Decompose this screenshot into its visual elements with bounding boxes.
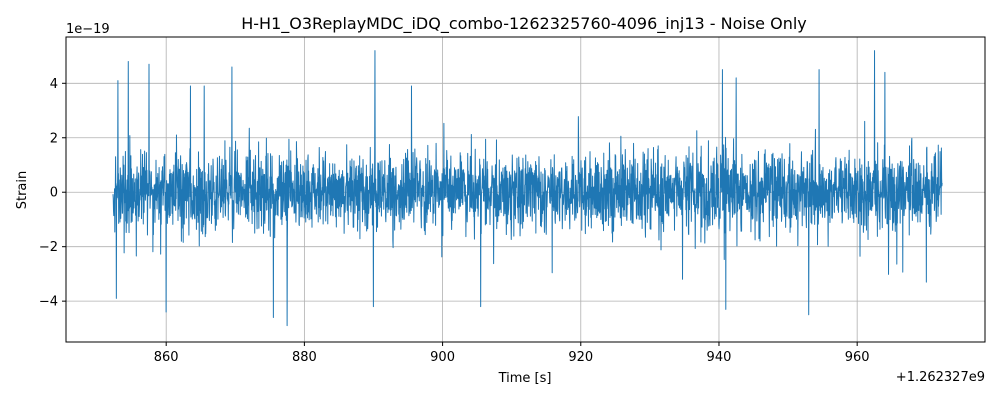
chart-title: H-H1_O3ReplayMDC_iDQ_combo-1262325760-40… <box>241 14 807 34</box>
x-axis: 860 880 900 920 940 960 <box>154 342 870 365</box>
x-tick-label: 860 <box>154 350 179 365</box>
y-tick-label: 2 <box>50 131 58 146</box>
y-tick-label: −2 <box>39 240 58 255</box>
x-offset-label: +1.262327e9 <box>896 370 985 385</box>
x-tick-label: 920 <box>568 350 593 365</box>
x-tick-label: 900 <box>430 350 455 365</box>
x-tick-label: 960 <box>845 350 870 365</box>
y-axis: −4 −2 0 2 4 <box>39 77 66 310</box>
y-axis-label: Strain <box>15 171 30 210</box>
axes-frame <box>65 36 986 343</box>
x-tick-label: 880 <box>292 350 317 365</box>
y-tick-label: 4 <box>50 77 58 92</box>
y-scale-label: 1e−19 <box>66 22 110 37</box>
plot-area <box>112 50 943 327</box>
x-axis-label: Time [s] <box>498 371 552 386</box>
y-tick-label: 0 <box>50 186 58 201</box>
strain-line <box>112 50 943 327</box>
series-strain <box>112 50 943 327</box>
x-tick-label: 940 <box>707 350 732 365</box>
y-tick-label: −4 <box>39 295 58 310</box>
